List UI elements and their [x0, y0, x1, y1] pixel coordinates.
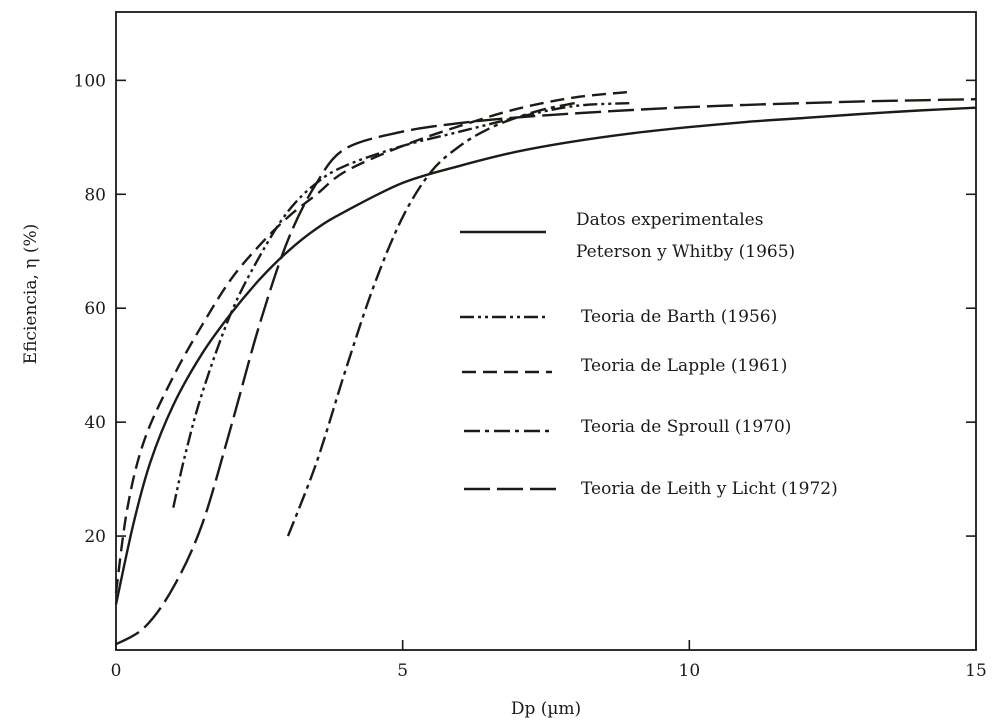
legend-label-sproull: Teoria de Sproull (1970) — [581, 417, 791, 437]
x-tick-label: 5 — [397, 661, 408, 681]
y-tick-label: 20 — [84, 527, 106, 547]
x-tick-label: 10 — [679, 661, 701, 681]
series-line-peterson-whitby — [114, 106, 977, 605]
series-line-sproull — [286, 101, 575, 537]
y-axis-title: Eficiencia, η (%) — [21, 224, 41, 365]
legend-label-leith-licht: Teoria de Leith y Licht (1972) — [581, 479, 838, 499]
legend-label-peterson-whitby-line2: Peterson y Whitby (1965) — [576, 242, 795, 262]
series-line-lapple — [114, 90, 633, 594]
plot-frame — [115, 11, 977, 651]
y-tick-label: 80 — [84, 185, 106, 205]
y-tick-label: 40 — [84, 413, 106, 433]
legend-label-lapple: Teoria de Lapple (1961) — [581, 356, 787, 376]
axes-layer: 0 5 10 15 20 40 60 80 100 — [74, 71, 987, 681]
series-line-leith-licht — [115, 98, 977, 646]
y-tick-label: 100 — [74, 71, 106, 91]
y-tick-label: 60 — [84, 299, 106, 319]
series-line-barth — [172, 101, 633, 508]
x-axis-title: Dp (µm) — [511, 699, 581, 719]
legend: Datos experimentales Peterson y Whitby (… — [460, 210, 838, 499]
legend-label-barth: Teoria de Barth (1956) — [581, 307, 777, 327]
legend-label-peterson-whitby-line1: Datos experimentales — [576, 210, 763, 230]
curves-layer — [114, 90, 977, 646]
x-tick-label: 15 — [965, 661, 987, 681]
x-tick-label: 0 — [111, 661, 122, 681]
